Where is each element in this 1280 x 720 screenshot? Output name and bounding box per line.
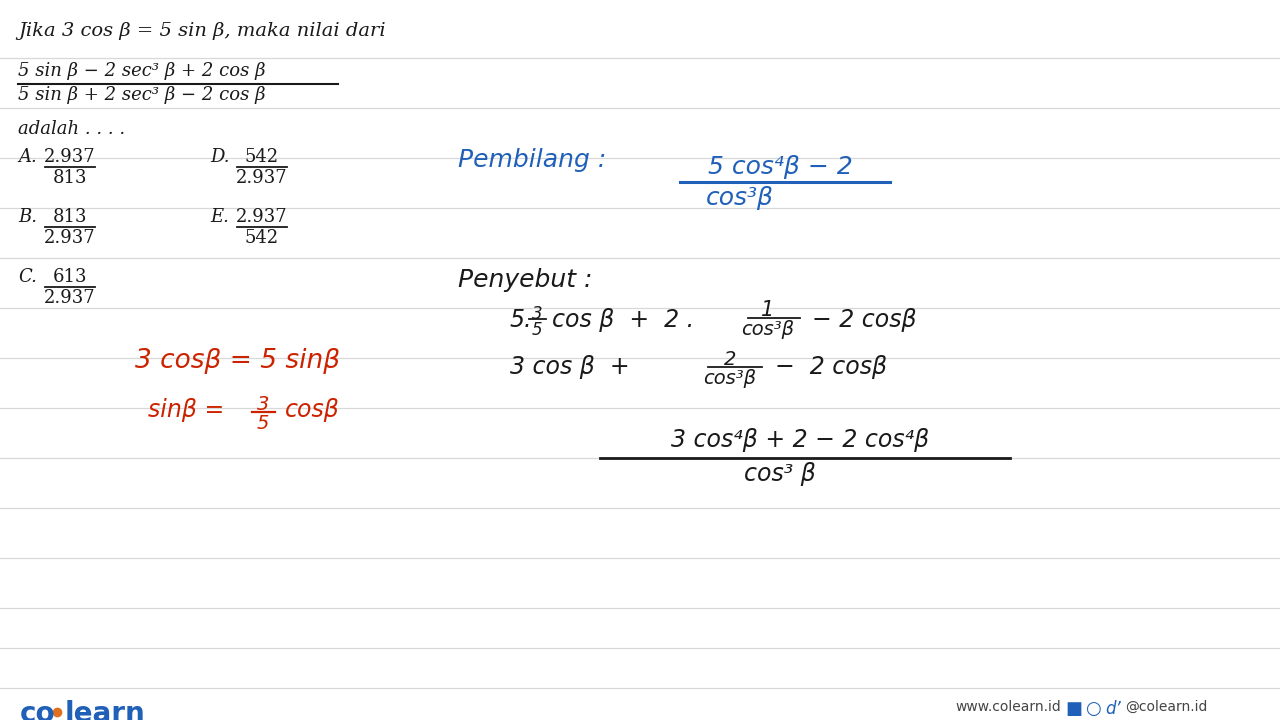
Text: 542: 542 [244,148,279,166]
Text: 1: 1 [762,300,774,320]
Text: cos³ β: cos³ β [744,462,815,486]
Text: 2.937: 2.937 [45,148,96,166]
Text: ○: ○ [1085,700,1101,718]
Text: cosβ: cosβ [285,398,340,422]
Text: sinβ =: sinβ = [148,398,224,422]
Text: 5 sin β − 2 sec³ β + 2 cos β: 5 sin β − 2 sec³ β + 2 cos β [18,62,265,80]
Text: cos β  +  2 .: cos β + 2 . [552,308,694,332]
Text: co: co [20,700,55,720]
Text: 5: 5 [257,414,269,433]
Text: 2: 2 [723,350,736,369]
Text: 3 cosβ = 5 sinβ: 3 cosβ = 5 sinβ [134,348,340,374]
Text: @colearn.id: @colearn.id [1125,700,1207,714]
Text: C.: C. [18,268,37,286]
Text: ■: ■ [1065,700,1082,718]
Text: −  2 cosβ: − 2 cosβ [774,355,887,379]
Text: 5 cos⁴β − 2: 5 cos⁴β − 2 [708,155,852,179]
Text: d’: d’ [1105,700,1121,718]
Text: 3 cos β  +: 3 cos β + [509,355,630,379]
Text: www.colearn.id: www.colearn.id [955,700,1061,714]
Text: E.: E. [210,208,229,226]
Text: 813: 813 [52,169,87,187]
Text: 5 sin β + 2 sec³ β − 2 cos β: 5 sin β + 2 sec³ β − 2 cos β [18,86,265,104]
Text: A.: A. [18,148,37,166]
Text: 3 cos⁴β + 2 − 2 cos⁴β: 3 cos⁴β + 2 − 2 cos⁴β [671,428,929,452]
Text: 813: 813 [52,208,87,226]
Text: B.: B. [18,208,37,226]
Text: D.: D. [210,148,229,166]
Text: 5: 5 [531,321,543,339]
Text: 613: 613 [52,268,87,286]
Text: 5.: 5. [509,308,532,332]
Text: 2.937: 2.937 [237,208,288,226]
Text: cos³β: cos³β [741,320,795,339]
Text: Jika 3 cos β = 5 sin β, maka nilai dari: Jika 3 cos β = 5 sin β, maka nilai dari [18,22,385,40]
Text: 2.937: 2.937 [45,289,96,307]
Text: 3: 3 [257,395,269,414]
Text: Pembilang :: Pembilang : [458,148,607,172]
Text: 3: 3 [531,305,543,323]
Text: 542: 542 [244,229,279,247]
Text: 2.937: 2.937 [237,169,288,187]
Text: 2.937: 2.937 [45,229,96,247]
Text: − 2 cosβ: − 2 cosβ [812,308,916,332]
Text: Penyebut :: Penyebut : [458,268,593,292]
Text: cos³β: cos³β [707,186,774,210]
Text: learn: learn [65,700,146,720]
Text: adalah . . . .: adalah . . . . [18,120,125,138]
Text: cos³β: cos³β [704,369,756,388]
